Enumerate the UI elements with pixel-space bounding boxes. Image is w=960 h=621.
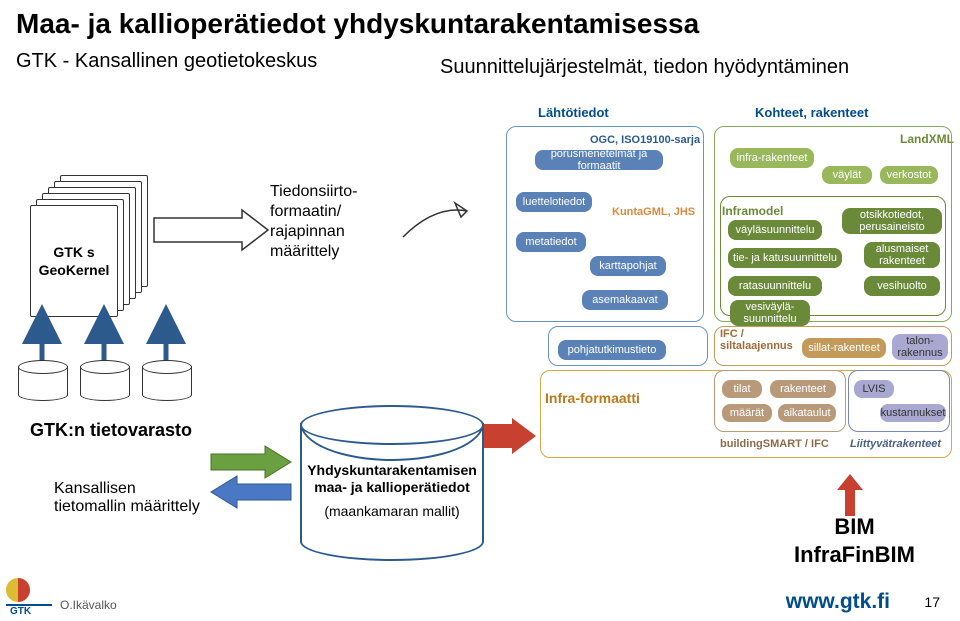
page-number: 17: [924, 594, 940, 610]
arrow-docs-to-text: [150, 210, 270, 250]
double-arrow: [205, 440, 300, 510]
db1-icon: [18, 360, 66, 402]
kp-9: vesiväylä-suunnittelu: [730, 300, 810, 326]
page-title: Maa- ja kallioperätiedot yhdyskuntaraken…: [16, 8, 699, 40]
kp-10: sillat-rakenteet: [802, 338, 886, 358]
geokernel-stack: GTK s GeoKernel: [30, 175, 150, 325]
arrow-text-to-cluster: [395, 195, 495, 245]
header-kohteet: Kohteet, rakenteet: [755, 105, 868, 120]
up-arrows: [18, 320, 198, 364]
db-title: Yhdyskuntarakentamisen maa- ja kallioper…: [301, 462, 483, 497]
subtitle-left: GTK - Kansallinen geotietokeskus: [16, 50, 317, 73]
subtitle-right: Suunnittelujärjestelmät, tiedon hyödyntä…: [440, 56, 849, 79]
arrow-db-to-cluster: [478, 418, 538, 454]
gtk-store-label: GTK:n tietovarasto: [30, 420, 192, 441]
bim-l2: InfraFinBIM: [794, 541, 915, 570]
main-database: Yhdyskuntarakentamisen maa- ja kallioper…: [300, 405, 480, 575]
db3-icon: [142, 360, 190, 402]
kp-2: verkostot: [880, 166, 938, 184]
kp-7: ratasuunnittelu: [728, 276, 822, 296]
national-model-label: Kansallisen tietomallin määrittely: [54, 480, 200, 516]
geokernel-l1: GTK s: [53, 243, 94, 261]
footer-author: O.Ikävalko: [60, 598, 117, 612]
arrow-to-bim: [835, 472, 865, 518]
bim-label: BIM InfraFinBIM: [794, 513, 915, 570]
geokernel-l2: GeoKernel: [39, 261, 110, 279]
kp-16: aikataulut: [778, 404, 836, 422]
gtk-logo: GTK: [4, 572, 54, 616]
header-lahto: Lähtötiedot: [538, 105, 609, 120]
group-lahto: [506, 126, 704, 322]
kp-1: väylät: [822, 166, 872, 184]
bim-l1: BIM: [794, 513, 915, 542]
transfer-format-label: Tiedonsiirto-formaatin/ rajapinnan määri…: [270, 182, 400, 262]
kp-6: alusmaiset rakenteet: [864, 242, 940, 268]
footer-url: www.gtk.fi: [786, 590, 890, 614]
kp-14: LVIS: [854, 380, 894, 398]
kp-11: talon-rakennus: [892, 334, 948, 360]
kp-3: väyläsuunnittelu: [728, 220, 822, 240]
svg-text:GTK: GTK: [10, 606, 32, 616]
kp-17: kustannukset: [880, 404, 946, 422]
kp-8: vesihuolto: [864, 276, 940, 296]
kp-4: otsikkotiedot, perusaineisto: [842, 208, 942, 234]
kp-15: määrät: [722, 404, 772, 422]
kp-0: infra-rakenteet: [730, 148, 814, 168]
db2-icon: [80, 360, 128, 402]
kp-5: tie- ja katusuunnittelu: [728, 248, 842, 268]
db-note: (maankamaran mallit): [318, 503, 465, 521]
kp-13: rakenteet: [770, 380, 836, 398]
group-pohja: [548, 326, 708, 366]
kp-12: tilat: [722, 380, 762, 398]
